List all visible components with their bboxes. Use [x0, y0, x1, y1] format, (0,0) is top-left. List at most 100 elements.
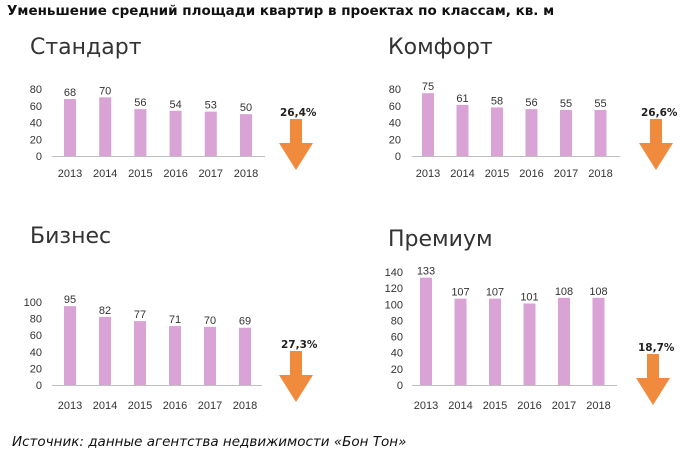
premium-year-label: 2016 — [517, 400, 541, 412]
business-year-label: 2015 — [128, 400, 152, 412]
standard-y-tick-label: 40 — [30, 118, 42, 130]
premium-bar — [592, 297, 605, 385]
comfort-bar — [594, 109, 607, 156]
comfort-value-label: 58 — [491, 95, 503, 107]
comfort-bar — [525, 109, 538, 156]
premium-year-label: 2013 — [414, 400, 438, 412]
premium-y-tick-label: 120 — [385, 283, 403, 295]
comfort-value-label: 55 — [594, 98, 606, 110]
business-y-tick-label: 60 — [30, 330, 42, 342]
standard-bar — [169, 110, 182, 156]
change-label-business: 27,3% — [281, 339, 318, 351]
business-year-label: 2016 — [163, 400, 187, 412]
standard-bar — [134, 109, 147, 156]
business-year-label: 2018 — [233, 400, 257, 412]
premium-year-label: 2015 — [483, 400, 507, 412]
business-y-tick-label: 80 — [30, 314, 42, 326]
business-value-label: 69 — [239, 316, 251, 328]
premium-year-label: 2014 — [448, 400, 472, 412]
standard-bar — [64, 99, 76, 156]
down-arrow-icon — [279, 351, 313, 402]
premium-y-tick-label: 0 — [397, 380, 403, 392]
standard-value-label: 70 — [99, 85, 111, 97]
comfort-bar — [456, 104, 469, 156]
business-value-label: 77 — [134, 309, 146, 321]
premium-value-label: 133 — [417, 266, 435, 278]
premium-year-label: 2017 — [552, 400, 576, 412]
page-title: Уменьшение средний площади квартир в про… — [7, 3, 555, 19]
comfort-bar — [560, 109, 572, 156]
comfort-year-label: 2014 — [450, 168, 474, 180]
business-bar — [99, 316, 111, 385]
change-label-premium: 18,7% — [638, 342, 675, 354]
business-year-label: 2017 — [198, 400, 222, 412]
comfort-y-tick-label: 20 — [389, 134, 401, 146]
panel-title-comfort: Комфорт — [388, 35, 493, 60]
comfort-year-label: 2013 — [416, 168, 440, 180]
premium-y-tick-label: 100 — [385, 299, 403, 311]
premium-bar — [489, 298, 501, 385]
comfort-value-label: 75 — [422, 81, 434, 93]
comfort-value-label: 61 — [456, 93, 468, 105]
standard-value-label: 68 — [64, 87, 76, 99]
down-arrow-icon — [636, 354, 670, 405]
standard-y-tick-label: 60 — [30, 101, 42, 113]
comfort-year-label: 2017 — [554, 168, 578, 180]
standard-y-tick-label: 0 — [36, 151, 42, 163]
standard-bar — [204, 111, 217, 156]
comfort-value-label: 56 — [525, 97, 537, 109]
standard-value-label: 50 — [240, 102, 252, 114]
premium-bar — [523, 303, 536, 385]
premium-value-label: 107 — [486, 287, 504, 299]
comfort-year-label: 2015 — [485, 168, 509, 180]
business-bar — [169, 326, 181, 385]
standard-year-label: 2016 — [163, 168, 187, 180]
business-y-tick-label: 0 — [36, 380, 42, 392]
business-year-label: 2014 — [93, 400, 117, 412]
down-arrow-icon — [639, 119, 673, 170]
standard-y-tick-label: 20 — [30, 134, 42, 146]
premium-y-tick-label: 60 — [391, 332, 403, 344]
premium-y-tick-label: 20 — [391, 364, 403, 376]
premium-bar — [558, 297, 570, 385]
standard-value-label: 56 — [134, 97, 146, 109]
down-arrow-icon — [279, 119, 313, 170]
premium-value-label: 107 — [451, 287, 469, 299]
standard-year-label: 2014 — [93, 168, 117, 180]
standard-year-label: 2015 — [128, 168, 152, 180]
business-bar — [204, 326, 216, 385]
comfort-bar — [491, 107, 503, 156]
panel-title-standard: Стандарт — [30, 35, 142, 60]
comfort-year-label: 2016 — [519, 168, 543, 180]
change-label-standard: 26,4% — [280, 107, 317, 119]
business-bar — [64, 306, 76, 385]
premium-value-label: 108 — [589, 286, 607, 298]
standard-year-label: 2013 — [58, 168, 82, 180]
business-value-label: 82 — [99, 305, 111, 317]
business-y-tick-label: 100 — [24, 297, 42, 309]
comfort-y-tick-label: 60 — [389, 101, 401, 113]
panel-title-business: Бизнес — [30, 224, 112, 249]
standard-year-label: 2018 — [234, 168, 258, 180]
standard-bar — [99, 97, 112, 156]
source-note: Источник: данные агентства недвижимости … — [12, 434, 407, 450]
premium-y-tick-label: 80 — [391, 315, 403, 327]
business-y-tick-label: 40 — [30, 347, 42, 359]
comfort-y-tick-label: 0 — [395, 151, 401, 163]
comfort-bar — [422, 93, 434, 156]
comfort-year-label: 2018 — [588, 168, 612, 180]
business-y-tick-label: 20 — [30, 363, 42, 375]
comfort-value-label: 55 — [560, 98, 572, 110]
standard-bar — [240, 114, 252, 156]
standard-value-label: 53 — [205, 100, 217, 112]
business-value-label: 95 — [64, 294, 76, 306]
premium-value-label: 108 — [555, 286, 573, 298]
business-bar — [134, 321, 146, 385]
comfort-y-tick-label: 80 — [389, 84, 401, 96]
change-label-comfort: 26,6% — [641, 107, 678, 119]
business-value-label: 70 — [204, 315, 216, 327]
premium-y-tick-label: 40 — [391, 348, 403, 360]
standard-year-label: 2017 — [199, 168, 223, 180]
business-bar — [239, 327, 251, 385]
